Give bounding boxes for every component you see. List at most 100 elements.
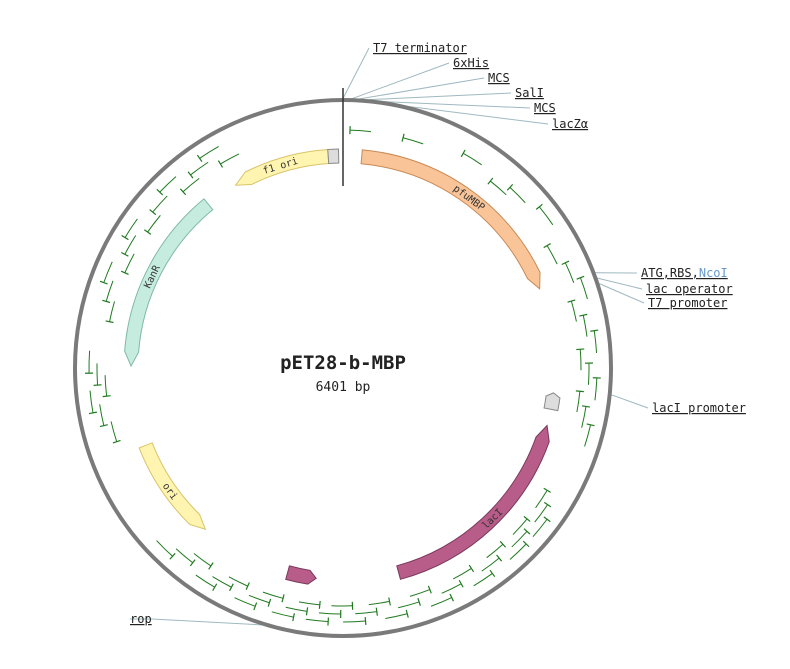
cut-site-tick xyxy=(499,540,507,548)
cut-site-tick xyxy=(169,552,176,560)
feature-labels: T7 terminator6xHisMCSSalIMCSlacZαATG,RBS… xyxy=(130,41,746,626)
leader-sali xyxy=(355,92,512,101)
cut-site-tick xyxy=(579,313,588,317)
cut-site-track xyxy=(248,594,270,604)
cut-site-track xyxy=(159,176,177,193)
cut-site-track xyxy=(355,611,377,615)
cut-site-track xyxy=(110,421,118,442)
label-lacz: lacZα xyxy=(552,117,588,131)
cut-site-track xyxy=(594,377,598,401)
feature-ori: ori xyxy=(138,442,207,531)
label-t7-terminator: T7 terminator xyxy=(373,41,467,55)
cut-site-track xyxy=(105,280,114,302)
cut-site-track xyxy=(430,597,452,607)
cut-site-track xyxy=(576,391,581,413)
label-t7-promoter: T7 promoter xyxy=(648,296,727,310)
feature-kanr: KanR xyxy=(124,198,214,368)
label-mcs-2: MCS xyxy=(534,101,556,115)
label-laci-promoter-label: lacI promoter xyxy=(652,401,746,415)
cut-site-track xyxy=(99,404,105,426)
cut-site-track xyxy=(402,137,424,145)
plasmid-size: 6401 bp xyxy=(316,380,371,395)
cut-site-track xyxy=(124,218,138,238)
cut-site-track xyxy=(546,245,558,265)
cut-site-track xyxy=(593,330,598,354)
cut-site-track xyxy=(271,611,294,618)
cut-site-track xyxy=(234,597,256,607)
cut-site-track xyxy=(462,152,482,166)
cut-site-track xyxy=(298,601,320,606)
feature-arc-rop xyxy=(285,565,317,585)
cut-site-track xyxy=(452,567,472,580)
label-rop-label: rop xyxy=(130,612,152,626)
label-part: ATG xyxy=(641,266,663,280)
leader-lac-operator xyxy=(595,277,643,290)
cut-site-tick xyxy=(523,515,531,522)
feature-t7-term xyxy=(327,148,340,165)
label-mcs-1: MCS xyxy=(488,71,510,85)
cut-site-track xyxy=(89,390,94,413)
cut-site-track xyxy=(88,350,91,374)
feature-f1-ori: f1 ori xyxy=(234,148,330,186)
cut-site-track xyxy=(579,349,582,371)
cut-site-track xyxy=(509,186,526,204)
leader-6xhis xyxy=(348,62,450,101)
cut-site-tick xyxy=(102,299,111,304)
label-6xhis: 6xHis xyxy=(453,56,489,70)
cut-site-track xyxy=(584,424,592,447)
cut-site-track xyxy=(486,543,504,559)
cut-site-track xyxy=(193,553,212,567)
cut-site-track xyxy=(103,261,113,283)
cut-site-track xyxy=(368,600,390,606)
cut-site-track xyxy=(349,129,372,133)
feature-arc-ori xyxy=(138,442,207,531)
cut-site-track xyxy=(96,363,99,386)
feature-laci: lacI xyxy=(396,424,550,580)
feature-laci-promoter xyxy=(543,392,561,412)
cut-site-track xyxy=(190,161,209,176)
cut-site-track xyxy=(156,540,173,557)
cut-site-track xyxy=(175,548,194,564)
label-sali: SalI xyxy=(515,86,544,100)
cut-site-tick xyxy=(417,597,421,606)
plasmid-name: pET28-b-MBP xyxy=(280,352,406,374)
cut-site-track xyxy=(199,146,219,159)
cut-site-track xyxy=(511,531,528,548)
cut-site-track xyxy=(220,153,240,165)
label-part: RBS xyxy=(670,266,692,280)
cut-site-track xyxy=(109,301,116,322)
cut-site-track xyxy=(587,363,590,385)
label-part: , xyxy=(692,266,699,280)
cut-site-track xyxy=(228,576,248,587)
feature-arc-t7-term xyxy=(327,148,340,165)
cut-site-tick xyxy=(489,569,496,578)
leader-rop-label xyxy=(130,618,268,626)
cut-site-track xyxy=(343,620,366,623)
cut-site-tick xyxy=(179,188,187,196)
feature-rop xyxy=(285,565,317,585)
cut-site-track xyxy=(534,504,549,523)
leader-t7-terminator xyxy=(341,47,370,101)
cut-site-track xyxy=(532,518,548,537)
feature-arc-pfumbp xyxy=(360,149,541,290)
cut-site-track xyxy=(398,601,420,609)
cut-site-track xyxy=(441,583,462,594)
leader-mcs-1 xyxy=(352,77,485,101)
cut-site-track xyxy=(285,606,308,612)
cut-site-track xyxy=(538,206,554,226)
leader-laci-promoter-label xyxy=(609,393,649,409)
cut-site-track xyxy=(147,215,161,233)
cut-site-track xyxy=(212,576,232,588)
cut-site-track xyxy=(535,490,548,509)
cut-site-track xyxy=(195,574,215,588)
cut-site-track xyxy=(385,613,408,619)
label-lac-operator: lac operator xyxy=(646,282,733,296)
cut-site-track xyxy=(182,177,200,193)
cut-site-track xyxy=(124,235,137,255)
label-atg-rbs-ncoi: ATG,RBS,NcoI xyxy=(641,266,728,280)
cut-site-track xyxy=(512,518,528,535)
label-part: NcoI xyxy=(699,266,728,280)
cut-site-track xyxy=(305,618,329,623)
cut-site-track xyxy=(481,557,500,572)
